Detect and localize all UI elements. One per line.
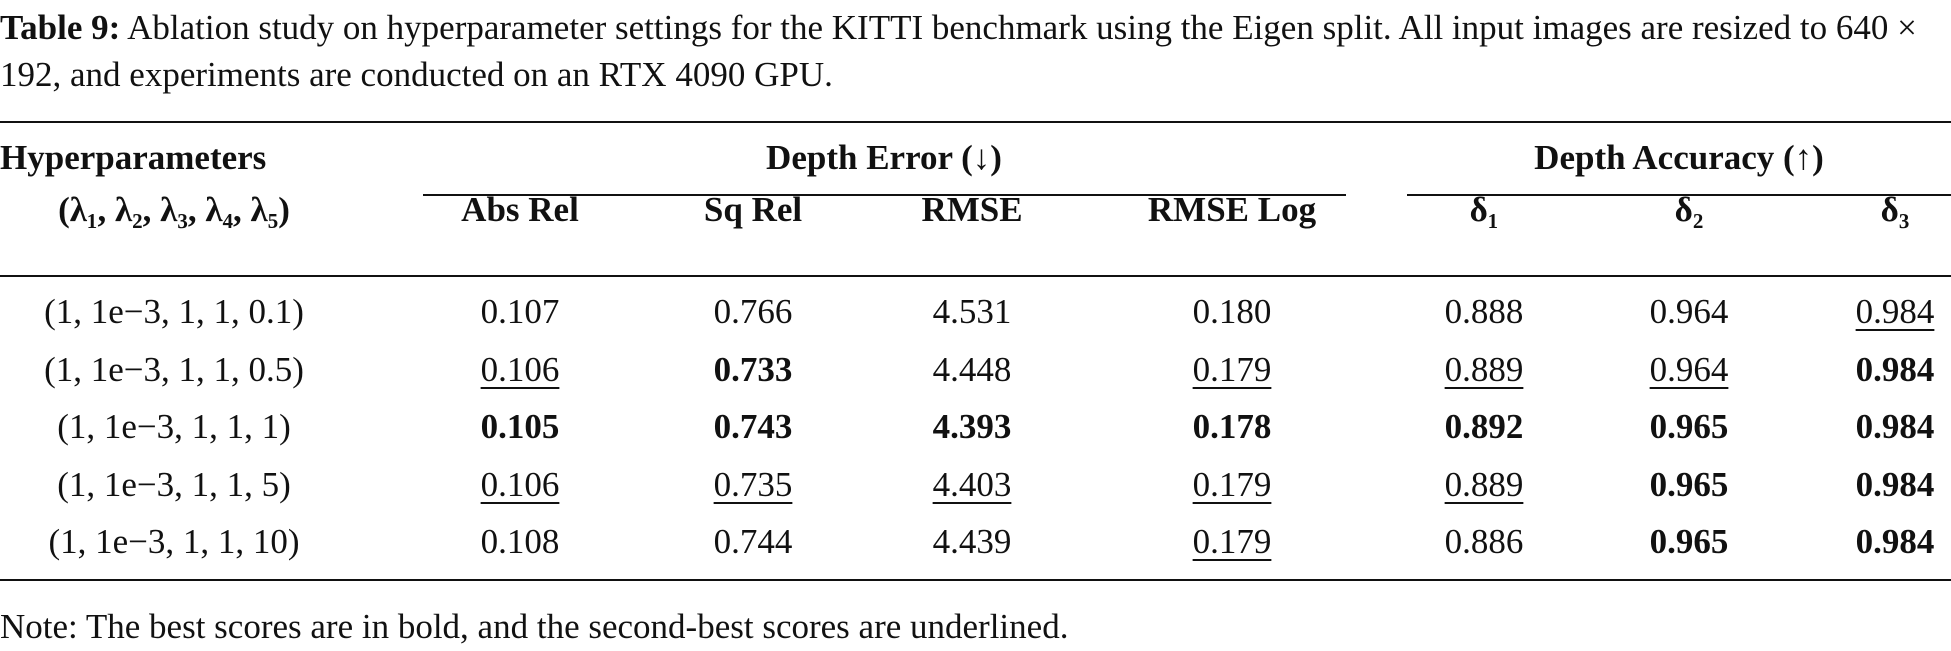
column-header: δ₂ — [1674, 190, 1704, 229]
cell: 0.965 — [1649, 522, 1729, 561]
cell: (1, 1e−3, 1, 1, 0.1) — [44, 292, 304, 331]
bottom-rule — [0, 579, 1951, 581]
cell: 4.448 — [932, 349, 1012, 389]
column-header: Sq Rel — [703, 190, 803, 229]
cell: 0.984 — [1855, 407, 1935, 446]
cell: 4.403 — [932, 464, 1012, 504]
cell: 0.179 — [1192, 464, 1272, 504]
cell: 0.984 — [1855, 522, 1935, 561]
cell: 0.744 — [713, 522, 793, 561]
cell: 0.107 — [480, 292, 560, 331]
cell: 0.965 — [1649, 464, 1729, 504]
header: Hyperparameters — [0, 138, 267, 177]
caption: Table 9: Ablation study on hyperparamete… — [0, 4, 1951, 98]
column-header: Abs Rel — [461, 190, 579, 229]
cell: (1, 1e−3, 1, 1, 0.5) — [44, 349, 304, 389]
cell: 0.888 — [1444, 292, 1524, 331]
cell: 0.886 — [1444, 522, 1524, 561]
caption-text: Ablation study on hyperparameter setting… — [0, 8, 1917, 94]
group-rule — [423, 194, 1346, 196]
cell: (1, 1e−3, 1, 1, 1) — [57, 407, 291, 446]
cell: 0.984 — [1855, 292, 1935, 331]
cell: 0.889 — [1444, 349, 1524, 389]
column-header: RMSE Log — [1147, 190, 1317, 229]
cell: 0.964 — [1649, 292, 1729, 331]
cell: 0.106 — [480, 349, 560, 389]
top-rule — [0, 121, 1951, 123]
cell: 0.178 — [1192, 407, 1272, 446]
cell: 0.892 — [1444, 407, 1524, 446]
cell: 0.984 — [1855, 349, 1935, 389]
cell: (1, 1e−3, 1, 1, 5) — [57, 464, 291, 504]
cell: 4.393 — [932, 407, 1012, 446]
cell: 0.106 — [480, 464, 560, 504]
note: Note: The best scores are in bold, and t… — [0, 607, 1069, 646]
cell: 0.180 — [1192, 292, 1272, 331]
column-header: RMSE — [921, 190, 1023, 229]
cell: 0.965 — [1649, 407, 1729, 446]
cell: (1, 1e−3, 1, 1, 10) — [48, 522, 300, 561]
group-header: Depth Error (↓) — [766, 138, 1002, 177]
cell: 0.889 — [1444, 464, 1524, 504]
cell: 4.531 — [932, 292, 1012, 331]
mid-rule — [0, 275, 1951, 277]
cell: 0.984 — [1855, 464, 1935, 504]
cell: 0.733 — [713, 349, 793, 389]
cell: 0.105 — [480, 407, 560, 446]
column-header: (λ₁, λ₂, λ₃, λ₄, λ₅) — [58, 190, 290, 229]
cell: 4.439 — [932, 522, 1012, 561]
cell: 0.179 — [1192, 522, 1272, 561]
cell: 0.179 — [1192, 349, 1272, 389]
cell: 0.964 — [1649, 349, 1729, 389]
group-rule — [1407, 194, 1951, 196]
group-header: Depth Accuracy (↑) — [1534, 138, 1824, 177]
cell: 0.766 — [713, 292, 793, 331]
cell: 0.108 — [480, 522, 560, 561]
cell: 0.743 — [713, 407, 793, 446]
cell: 0.735 — [713, 464, 793, 504]
column-header: δ₁ — [1469, 190, 1499, 229]
caption-label: Table 9: — [0, 8, 121, 47]
column-header: δ₃ — [1880, 190, 1910, 229]
